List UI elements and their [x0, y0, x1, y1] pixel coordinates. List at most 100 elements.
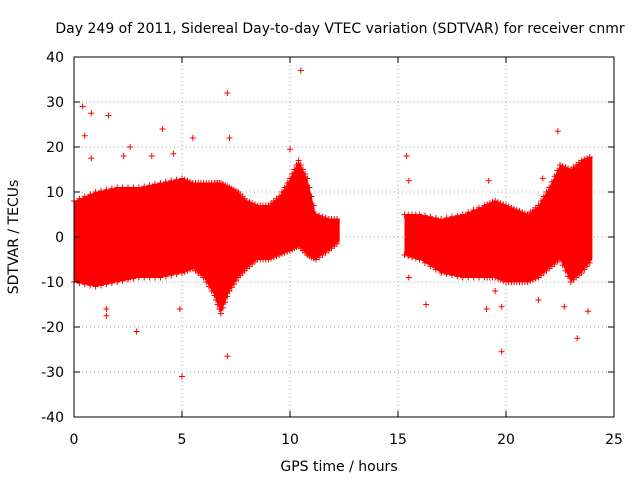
data-point — [200, 274, 207, 281]
data-point — [316, 212, 323, 219]
data-point — [87, 191, 94, 198]
data-point — [513, 207, 520, 213]
data-point — [494, 199, 501, 206]
data-point — [135, 184, 142, 191]
data-point — [278, 189, 285, 195]
data-point — [310, 202, 317, 209]
data-point — [297, 162, 304, 168]
data-point — [322, 249, 329, 256]
x-tick-label: 15 — [389, 432, 407, 448]
data-point — [276, 193, 283, 200]
data-point — [516, 208, 523, 215]
outlier-point — [287, 146, 293, 153]
outlier-point — [423, 301, 430, 308]
outlier-point — [159, 126, 166, 132]
data-point — [562, 164, 569, 171]
y-tick-label: 40 — [46, 50, 64, 66]
data-point — [422, 259, 428, 266]
outlier-point — [105, 112, 112, 119]
data-point — [503, 202, 509, 209]
data-point — [162, 178, 169, 185]
data-point — [578, 157, 585, 164]
data-point — [168, 272, 175, 279]
data-point — [586, 259, 593, 266]
outlier-point — [574, 335, 581, 342]
data-point — [284, 248, 291, 255]
outlier-point — [498, 348, 505, 355]
data-point — [92, 283, 99, 290]
outlier-point — [148, 153, 155, 159]
outlier-point — [79, 103, 86, 110]
data-point — [203, 279, 210, 285]
data-point — [184, 177, 191, 184]
data-point — [119, 184, 126, 191]
outlier-point — [189, 135, 196, 141]
data-point — [226, 288, 233, 294]
data-point — [108, 185, 115, 192]
data-point — [319, 252, 326, 258]
y-tick-label: 20 — [46, 140, 64, 156]
data-point — [476, 204, 482, 211]
data-point — [302, 171, 309, 177]
data-point — [565, 165, 572, 172]
data-point — [409, 254, 416, 261]
data-point — [81, 281, 88, 288]
data-point — [114, 184, 121, 191]
data-point — [233, 277, 239, 284]
outlier-point — [120, 153, 127, 159]
data-point — [535, 202, 542, 209]
data-point — [484, 201, 491, 208]
data-point — [511, 205, 518, 212]
data-point — [489, 199, 496, 206]
data-point — [228, 284, 235, 291]
x-tick-label: 0 — [70, 432, 79, 448]
data-point — [524, 279, 531, 285]
data-point — [505, 203, 512, 210]
y-axis-label: SDTVAR / TECUs — [6, 180, 22, 295]
data-point — [319, 213, 326, 220]
data-points — [71, 67, 593, 380]
data-point — [81, 193, 88, 200]
x-tick-label: 25 — [605, 432, 623, 448]
data-point — [98, 282, 104, 289]
outlier-point — [554, 128, 561, 135]
y-tick-label: 10 — [46, 185, 64, 201]
data-point — [312, 256, 319, 263]
data-point — [162, 273, 169, 280]
data-point — [519, 209, 526, 216]
data-point — [181, 176, 188, 183]
data-point — [87, 282, 94, 289]
data-point — [532, 275, 539, 282]
x-tick-label: 10 — [281, 432, 299, 448]
axis-ticks: 0 5 10 15 20 25 -40 -30 -20 -10 0 10 20 30 40 — [41, 50, 623, 448]
data-point — [492, 198, 499, 204]
data-point — [141, 274, 148, 281]
data-point — [308, 193, 315, 200]
outlier-point — [224, 353, 231, 360]
data-point — [565, 273, 572, 280]
data-point — [187, 266, 194, 273]
outlier-point — [103, 306, 110, 312]
data-point — [220, 304, 227, 311]
outlier-point — [127, 144, 134, 150]
data-point — [405, 253, 412, 260]
y-tick-label: -30 — [41, 365, 64, 381]
data-point — [295, 157, 302, 164]
data-point — [584, 155, 590, 162]
data-point — [476, 274, 482, 281]
data-point — [246, 199, 253, 206]
x-tick-label: 5 — [178, 432, 187, 448]
data-point — [130, 184, 137, 191]
data-point — [578, 270, 585, 276]
data-point — [432, 266, 439, 273]
data-point — [179, 175, 185, 182]
outlier-point — [403, 153, 410, 159]
outlier-point — [485, 177, 492, 184]
data-point — [459, 274, 466, 281]
data-point — [559, 262, 566, 269]
outlier-point — [226, 135, 233, 141]
data-point — [213, 297, 220, 303]
data-point — [141, 183, 148, 190]
data-point — [265, 256, 272, 263]
data-point — [492, 274, 499, 281]
